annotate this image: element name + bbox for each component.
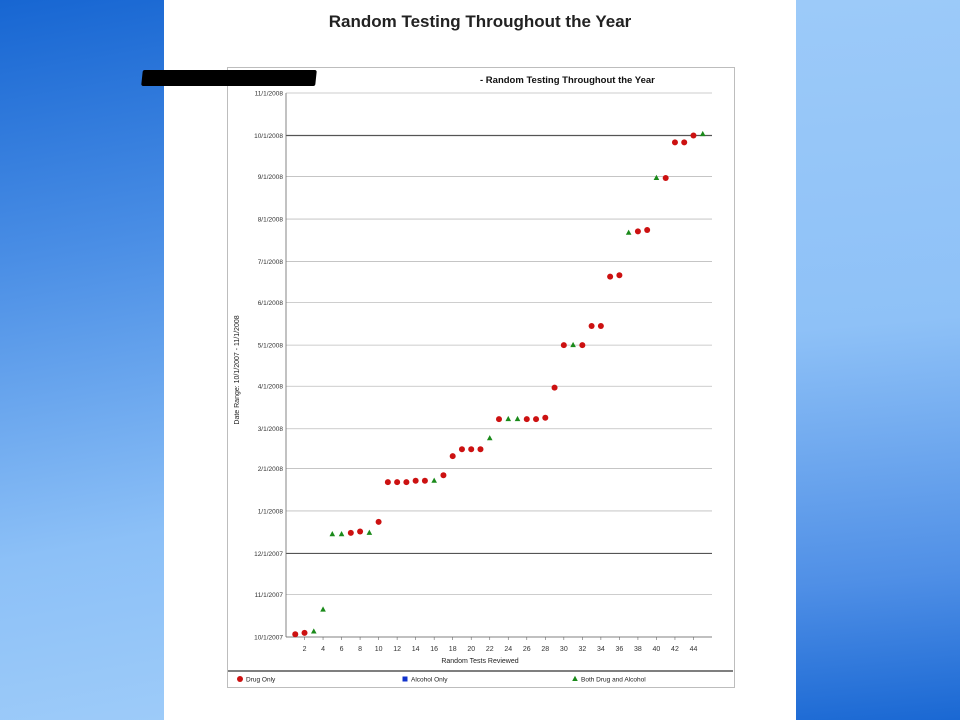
redaction-bar: [141, 70, 317, 86]
slide-title: Random Testing Throughout the Year: [328, 12, 632, 31]
left-gradient-band: [0, 0, 164, 720]
chart-frame: [227, 67, 735, 688]
right-gradient-band: [796, 0, 960, 720]
slide: Random Testing Throughout the Year: [164, 0, 796, 720]
